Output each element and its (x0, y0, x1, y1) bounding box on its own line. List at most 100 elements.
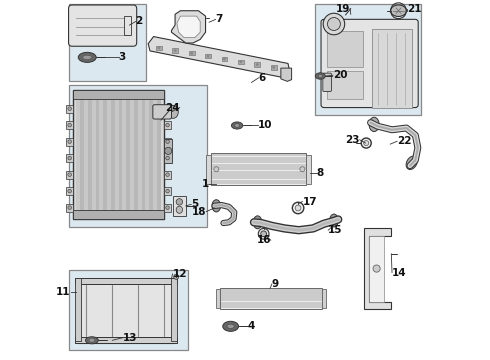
Bar (327, 71, 364, 99)
Bar (220, 288, 322, 309)
Bar (107, 94, 111, 216)
Circle shape (361, 138, 371, 148)
Bar (211, 153, 306, 185)
Circle shape (68, 107, 72, 111)
Text: 13: 13 (122, 333, 137, 343)
Bar (99, 94, 103, 216)
Bar (157, 94, 161, 216)
Ellipse shape (227, 324, 234, 328)
Circle shape (166, 156, 170, 160)
Polygon shape (369, 235, 384, 302)
Bar (306, 155, 311, 184)
Circle shape (293, 202, 304, 214)
Text: 2: 2 (136, 17, 143, 27)
Circle shape (364, 140, 368, 145)
Text: 8: 8 (317, 168, 324, 178)
Polygon shape (364, 228, 391, 309)
Bar (122, 94, 126, 216)
Bar (164, 154, 171, 162)
Bar (96, 94, 99, 216)
Bar (126, 94, 130, 216)
Ellipse shape (168, 105, 178, 118)
Bar (327, 31, 364, 67)
Bar (142, 94, 146, 216)
Bar (164, 105, 171, 113)
Bar (164, 171, 171, 179)
Bar (119, 94, 122, 216)
Ellipse shape (330, 214, 338, 227)
Text: 22: 22 (397, 136, 412, 146)
Bar (130, 94, 134, 216)
Circle shape (166, 173, 170, 176)
Bar (115, 94, 119, 216)
Text: 15: 15 (328, 225, 343, 235)
Text: 3: 3 (119, 52, 126, 62)
Bar (164, 187, 171, 195)
Circle shape (165, 147, 172, 154)
Circle shape (176, 199, 183, 205)
Bar (75, 337, 177, 343)
Circle shape (258, 228, 269, 239)
Circle shape (261, 231, 267, 237)
Bar (92, 94, 96, 216)
Circle shape (323, 13, 344, 35)
Circle shape (373, 265, 380, 272)
Circle shape (295, 205, 301, 211)
Bar (69, 85, 207, 226)
Text: 5: 5 (191, 199, 198, 210)
Bar (84, 94, 88, 216)
Circle shape (166, 189, 170, 193)
Ellipse shape (235, 124, 240, 127)
Bar (75, 278, 81, 341)
FancyBboxPatch shape (323, 73, 331, 91)
Circle shape (173, 274, 179, 279)
Bar (73, 90, 164, 99)
Bar (76, 94, 80, 216)
Ellipse shape (78, 52, 96, 62)
Circle shape (68, 123, 72, 127)
Bar (322, 289, 326, 308)
Circle shape (256, 63, 259, 66)
Circle shape (190, 52, 193, 55)
Text: 12: 12 (172, 269, 187, 279)
Bar (88, 94, 92, 216)
Bar (238, 60, 244, 64)
Text: 21: 21 (407, 4, 421, 14)
Bar (69, 4, 147, 81)
Bar (149, 94, 153, 216)
Bar (67, 187, 73, 195)
Bar (153, 94, 157, 216)
Bar (172, 48, 178, 53)
Text: 19: 19 (336, 4, 350, 14)
Bar (164, 139, 172, 163)
Bar (67, 154, 73, 162)
Bar (156, 45, 162, 50)
Bar (173, 196, 186, 216)
Bar (75, 278, 177, 284)
Text: 11: 11 (56, 287, 71, 297)
Circle shape (166, 107, 170, 111)
Bar (67, 171, 73, 179)
Text: 14: 14 (392, 267, 407, 278)
FancyBboxPatch shape (69, 5, 137, 46)
Bar (124, 16, 131, 36)
Ellipse shape (223, 321, 239, 331)
Bar (205, 155, 211, 184)
Bar (254, 62, 260, 67)
FancyBboxPatch shape (153, 105, 172, 119)
Circle shape (68, 156, 72, 160)
Circle shape (240, 60, 243, 63)
Bar (80, 94, 84, 216)
Text: 7: 7 (216, 14, 223, 24)
Ellipse shape (391, 5, 406, 17)
Bar (134, 94, 138, 216)
Bar (69, 270, 188, 350)
Ellipse shape (369, 117, 379, 132)
Bar (67, 105, 73, 113)
Bar (73, 211, 164, 220)
Text: 16: 16 (256, 235, 271, 245)
Bar (138, 94, 142, 216)
Ellipse shape (176, 206, 183, 213)
Circle shape (207, 55, 210, 58)
FancyBboxPatch shape (321, 19, 418, 108)
